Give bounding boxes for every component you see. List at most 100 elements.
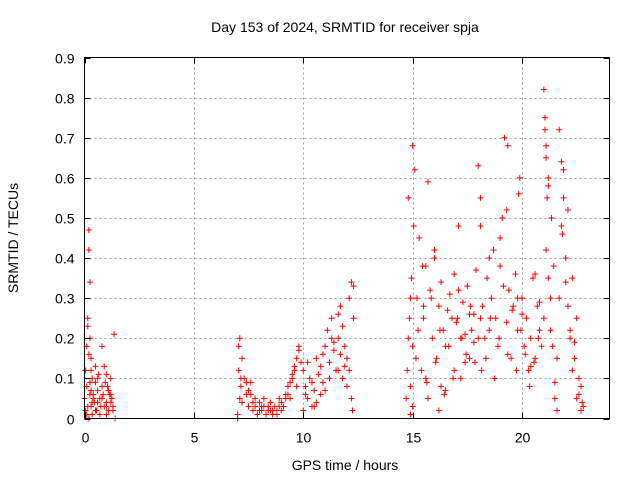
data-point bbox=[304, 359, 311, 366]
data-point bbox=[86, 279, 93, 286]
data-point bbox=[532, 271, 539, 278]
data-point bbox=[94, 375, 101, 382]
data-point bbox=[256, 399, 263, 406]
data-point bbox=[298, 359, 305, 366]
y-tick-label: 0.1 bbox=[55, 371, 75, 387]
data-point bbox=[547, 327, 554, 334]
data-point bbox=[534, 303, 541, 310]
data-point bbox=[235, 343, 242, 350]
data-point bbox=[531, 359, 538, 366]
data-point bbox=[433, 355, 440, 362]
data-point bbox=[497, 235, 504, 241]
data-point bbox=[462, 331, 469, 338]
data-point bbox=[438, 383, 445, 390]
data-point bbox=[564, 303, 571, 310]
data-point bbox=[491, 375, 498, 382]
data-point bbox=[501, 134, 508, 141]
data-point bbox=[86, 391, 93, 398]
data-point bbox=[289, 371, 296, 378]
data-point bbox=[540, 86, 547, 93]
data-point bbox=[339, 375, 346, 382]
data-point bbox=[284, 391, 291, 398]
data-point bbox=[304, 395, 311, 402]
data-point bbox=[293, 355, 300, 362]
data-point bbox=[578, 383, 585, 390]
data-point bbox=[580, 403, 587, 410]
data-point bbox=[82, 407, 89, 414]
data-point bbox=[418, 367, 425, 374]
data-point bbox=[416, 235, 423, 241]
data-point bbox=[538, 343, 545, 350]
data-point bbox=[463, 351, 470, 358]
data-point bbox=[344, 355, 350, 362]
chart-title: Day 153 of 2024, SRMTID for receiver spj… bbox=[211, 19, 479, 35]
data-point bbox=[457, 375, 464, 382]
plot-frame bbox=[84, 57, 610, 419]
data-point bbox=[482, 355, 489, 362]
data-point bbox=[435, 303, 442, 310]
data-point bbox=[487, 315, 494, 322]
data-point bbox=[341, 363, 348, 370]
x-tick-label: 15 bbox=[406, 430, 422, 446]
data-point bbox=[319, 351, 326, 358]
grid-layer bbox=[84, 57, 610, 419]
data-point bbox=[513, 367, 520, 374]
data-point bbox=[499, 214, 506, 221]
data-point bbox=[302, 383, 309, 390]
x-axis-label: GPS time / hours bbox=[292, 457, 399, 473]
data-point bbox=[92, 407, 99, 414]
data-point bbox=[428, 295, 435, 302]
data-point bbox=[459, 299, 466, 306]
data-point bbox=[328, 335, 335, 342]
data-point bbox=[415, 327, 422, 334]
data-point bbox=[302, 391, 309, 398]
data-point bbox=[326, 375, 333, 382]
data-point bbox=[276, 403, 283, 410]
data-point bbox=[527, 363, 534, 370]
data-point bbox=[249, 399, 256, 406]
data-point bbox=[337, 351, 344, 358]
data-point bbox=[569, 275, 576, 282]
data-point bbox=[407, 295, 414, 302]
data-point bbox=[100, 391, 107, 398]
data-point bbox=[88, 367, 95, 374]
data-point bbox=[317, 391, 324, 398]
data-point bbox=[330, 339, 337, 346]
data-point bbox=[89, 411, 96, 418]
y-tick-label: 0.2 bbox=[55, 331, 75, 347]
data-point bbox=[94, 399, 101, 406]
data-point bbox=[313, 355, 320, 362]
data-point bbox=[451, 367, 458, 374]
data-point bbox=[406, 315, 413, 322]
data-point bbox=[432, 359, 439, 366]
data-point bbox=[567, 335, 574, 342]
data-point bbox=[451, 271, 458, 278]
data-point bbox=[556, 295, 563, 302]
data-point bbox=[284, 383, 291, 390]
y-tick-label: 0.8 bbox=[55, 91, 75, 107]
data-point bbox=[104, 383, 111, 390]
data-point bbox=[414, 295, 420, 302]
data-point bbox=[536, 327, 543, 334]
data-point bbox=[85, 351, 92, 358]
data-point bbox=[578, 407, 585, 414]
data-point bbox=[517, 327, 524, 334]
data-point bbox=[236, 335, 243, 342]
data-point bbox=[526, 383, 533, 390]
data-point bbox=[544, 194, 551, 201]
data-point bbox=[468, 327, 475, 334]
data-point bbox=[431, 255, 438, 262]
data-point bbox=[88, 387, 95, 394]
data-point bbox=[254, 411, 261, 418]
data-point bbox=[560, 194, 567, 201]
y-tick-label: 0.7 bbox=[55, 131, 75, 147]
data-point bbox=[543, 142, 550, 149]
data-point bbox=[407, 383, 414, 390]
data-point bbox=[462, 359, 469, 366]
data-point bbox=[545, 174, 552, 181]
data-point bbox=[306, 375, 313, 382]
data-point bbox=[105, 387, 112, 394]
x-tick-label: 0 bbox=[82, 430, 90, 446]
